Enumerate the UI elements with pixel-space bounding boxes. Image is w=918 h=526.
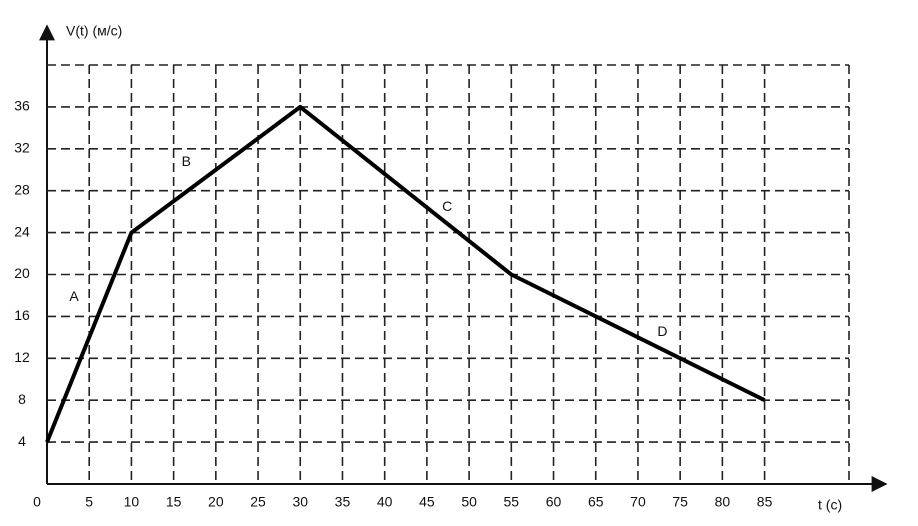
x-tick-label: 45 [419, 494, 435, 510]
x-tick-label: 5 [85, 494, 93, 510]
x-tick-label: 35 [335, 494, 351, 510]
x-tick-label: 85 [757, 494, 773, 510]
x-axis-label: t (c) [818, 497, 842, 513]
data-line [45, 104, 766, 443]
y-axis-label: V(t) (м/с) [66, 23, 122, 39]
x-tick-label: 55 [504, 494, 520, 510]
x-tick-label: 50 [461, 494, 477, 510]
x-tick-label: 75 [672, 494, 688, 510]
x-tick-label: 70 [630, 494, 646, 510]
y-tick-label: 28 [14, 181, 30, 197]
annotation: D [657, 323, 667, 339]
y-tick-label: 12 [14, 349, 30, 365]
annotation: C [442, 198, 452, 214]
y-tick-label: 36 [14, 98, 30, 114]
y-tick-label: 4 [18, 433, 26, 449]
y-tick-label: 24 [14, 223, 30, 239]
y-tick-label: 20 [14, 265, 30, 281]
x-tick-label: 40 [377, 494, 393, 510]
x-tick-label: 65 [588, 494, 604, 510]
x-tick-label: 0 [33, 494, 41, 510]
annotation: B [182, 153, 191, 169]
x-tick-label: 80 [715, 494, 731, 510]
x-tick-label: 25 [250, 494, 266, 510]
x-tick-label: 10 [124, 494, 140, 510]
x-tick-label: 30 [292, 494, 308, 510]
y-tick-label: 8 [18, 391, 26, 407]
x-tick-label: 20 [208, 494, 224, 510]
y-tick-label: 16 [14, 307, 30, 323]
x-tick-label: 15 [166, 494, 182, 510]
y-tick-label: 32 [14, 140, 30, 156]
x-tick-label: 60 [546, 494, 562, 510]
annotation: A [69, 288, 79, 304]
